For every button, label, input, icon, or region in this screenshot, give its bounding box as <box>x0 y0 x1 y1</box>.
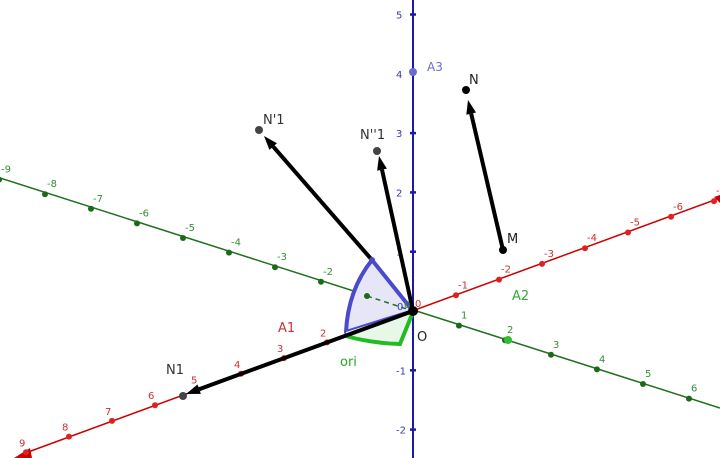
axis-blue-tick-label: 4 <box>396 70 402 81</box>
axis-red-tick <box>582 245 588 252</box>
axis-red-tick-label: 2 <box>320 328 326 339</box>
axis-red-tick <box>152 402 158 409</box>
axis-green-tick <box>226 249 232 256</box>
axis-blue-tick-label: -1 <box>396 366 406 377</box>
axis-green-tick <box>0 176 2 183</box>
axis-red-tick <box>66 433 72 440</box>
axis-red-tick-label: -4 <box>587 233 597 244</box>
label-A1: A1 <box>278 321 295 336</box>
axis-red-tick <box>668 213 674 220</box>
axis-green-tick <box>88 205 94 212</box>
axis-green-tick-label: -9 <box>1 165 11 176</box>
axis-red-tick-label: 3 <box>277 344 283 355</box>
vector-N1pp-arrowhead-icon <box>377 156 387 171</box>
axis-green-tick <box>180 235 186 241</box>
axis-green-tick <box>548 351 554 358</box>
axis-red-tick <box>711 198 717 205</box>
vector-MN-arrowhead-icon <box>466 100 477 115</box>
point-N[interactable] <box>462 86 470 94</box>
axis-red-tick <box>453 292 459 299</box>
axis-green-tick-label: -8 <box>47 179 57 190</box>
axis-green-tick <box>364 293 370 299</box>
axis-red-tick-label: 7 <box>105 407 111 418</box>
label-O: O <box>417 330 427 345</box>
axis-green-tick-label: 2 <box>507 325 513 336</box>
label-M: M <box>507 232 518 247</box>
point-on-A2[interactable] <box>504 336 512 344</box>
axis-red-tick <box>23 449 29 456</box>
axis-blue-tick-label: 2 <box>396 188 402 199</box>
axis-green-tick <box>318 278 324 285</box>
axis-green-tick <box>134 220 140 227</box>
axis-red-tick-label: 4 <box>234 360 240 371</box>
axis-red-tick-label: 5 <box>191 376 197 387</box>
axis-red-tick-label: -3 <box>544 249 554 260</box>
axis-red-tick-label: 9 <box>19 438 25 449</box>
axis-red-zero-label: 0 <box>415 299 421 310</box>
axis-green-tick-label: 6 <box>691 384 697 395</box>
point-sector-apex[interactable] <box>369 257 375 263</box>
point-N1p[interactable] <box>255 126 263 134</box>
label-angle-ori: ori <box>340 355 357 370</box>
axis-red-tick <box>496 276 502 283</box>
point-N1[interactable] <box>179 392 187 400</box>
point-O[interactable] <box>408 306 418 316</box>
point-M[interactable] <box>499 246 507 254</box>
axis-green-zero-label: 0 <box>404 300 410 311</box>
axis-red-tick-label: 6 <box>148 391 154 402</box>
axis-red-tick <box>539 260 545 267</box>
vector-N1-arrowhead-icon <box>186 384 201 394</box>
dashed-axis-segment <box>366 295 414 312</box>
axis-green-tick <box>272 264 278 271</box>
axis-red-tick-label: -2 <box>501 265 511 276</box>
axis-green-tick-label: 5 <box>645 369 651 380</box>
axis-blue-tick-label: -2 <box>396 426 406 437</box>
point-A3[interactable] <box>409 68 417 76</box>
vector-MN[interactable] <box>469 113 505 251</box>
axis-green-tick <box>42 191 48 198</box>
axis-green-tick <box>594 366 600 373</box>
axis-red-tick <box>109 417 115 424</box>
axis-blue-tick-label: 3 <box>396 129 402 140</box>
axis-green-tick <box>456 322 462 329</box>
axis-red-tick-label: -5 <box>630 218 640 229</box>
axis-green-tick <box>686 395 692 402</box>
axis-green-tick-label: -2 <box>323 267 333 278</box>
vector-N1p[interactable] <box>271 145 374 262</box>
label-N1: N1 <box>166 363 184 378</box>
axis-green-tick-label: 3 <box>553 340 559 351</box>
axis-green-tick-label: 4 <box>599 354 605 365</box>
axis-red-tick-label: -1 <box>458 280 468 291</box>
axis-green-tick-label: -3 <box>277 252 287 263</box>
axis-red-end-icon <box>714 195 720 203</box>
label-A3: A3 <box>427 60 443 74</box>
label-N1p: N'1 <box>263 113 285 128</box>
axis-green-tick-label: -7 <box>93 194 103 205</box>
point-N1pp[interactable] <box>373 147 381 155</box>
axis-red-arrow-icon <box>14 448 32 458</box>
axis-green-tick-label: 1 <box>461 311 467 322</box>
axis-green-tick-label: -4 <box>231 238 241 249</box>
axis-red-tick-label: -6 <box>673 202 683 213</box>
axis-green-tick-label: -6 <box>139 208 149 219</box>
axis-green-tick-label: -5 <box>185 223 195 234</box>
angle-ori-arc <box>345 311 415 347</box>
axis-red-tick-label: -7 <box>716 186 720 197</box>
label-N: N <box>469 73 479 88</box>
vector-N1pp[interactable] <box>380 169 415 312</box>
axis-green-tick <box>640 381 646 387</box>
label-A2: A2 <box>512 289 529 304</box>
axis-blue-zero-label: 0 <box>397 302 403 313</box>
vector-N1p-arrowhead-icon <box>264 136 277 150</box>
axis-blue-tick-label: 5 <box>396 11 402 22</box>
axis-red-tick <box>625 229 631 236</box>
vector-N1[interactable] <box>198 309 414 392</box>
label-N1pp: N''1 <box>360 128 385 143</box>
axis-red-tick-label: 8 <box>62 423 68 434</box>
